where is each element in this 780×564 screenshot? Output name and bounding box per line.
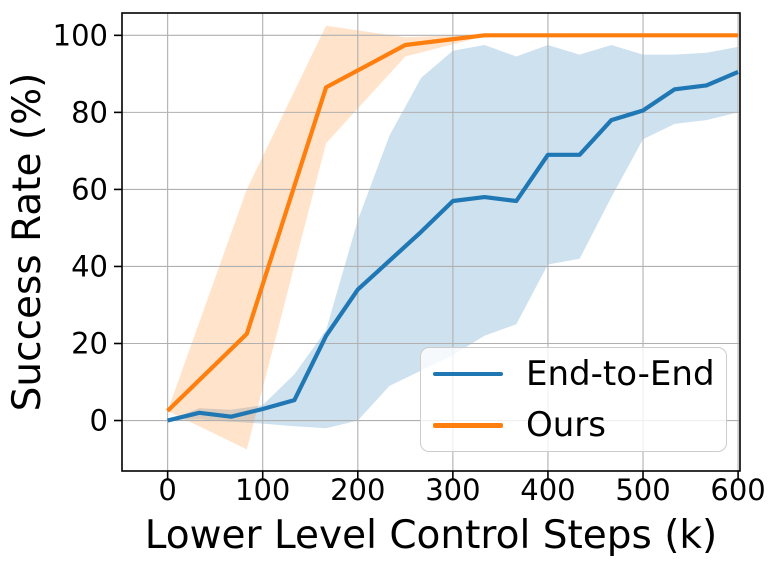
x-tick-label: 200: [330, 473, 385, 507]
legend: End-to-End Ours: [420, 347, 727, 452]
axes: [114, 12, 741, 479]
ours-line-swatch: [433, 423, 503, 428]
x-tick-label: 600: [710, 473, 765, 507]
tick-labels: 0 100 200 300 400 500 600 0 20 40 60 80 100: [53, 18, 766, 507]
line-end-to-end: [167, 69, 739, 423]
x-tick-label: 0: [158, 473, 176, 507]
y-axis-label: Success Rate (%): [5, 73, 50, 412]
plot-border: [121, 12, 741, 472]
y-tick-label: 80: [71, 95, 108, 129]
legend-entry-ours: Ours: [421, 400, 726, 452]
line-ours: [166, 33, 739, 413]
legend-label-end-to-end: End-to-End: [526, 353, 715, 394]
series-lines: [166, 33, 739, 423]
y-tick-label: 20: [71, 326, 108, 360]
y-tick-label: 40: [71, 249, 108, 283]
legend-entry-end-to-end: End-to-End: [421, 348, 726, 400]
x-axis-label: Lower Level Control Steps (k): [145, 513, 717, 558]
y-tick-label: 60: [71, 172, 108, 206]
x-tick-label: 100: [235, 473, 290, 507]
x-tick-label: 500: [615, 473, 670, 507]
y-tick-label: 0: [90, 404, 108, 438]
end-to-end-line-swatch: [433, 371, 503, 376]
x-tick-label: 400: [520, 473, 575, 507]
legend-label-ours: Ours: [526, 405, 607, 446]
y-tick-label: 100: [53, 18, 108, 52]
x-tick-label: 300: [425, 473, 480, 507]
